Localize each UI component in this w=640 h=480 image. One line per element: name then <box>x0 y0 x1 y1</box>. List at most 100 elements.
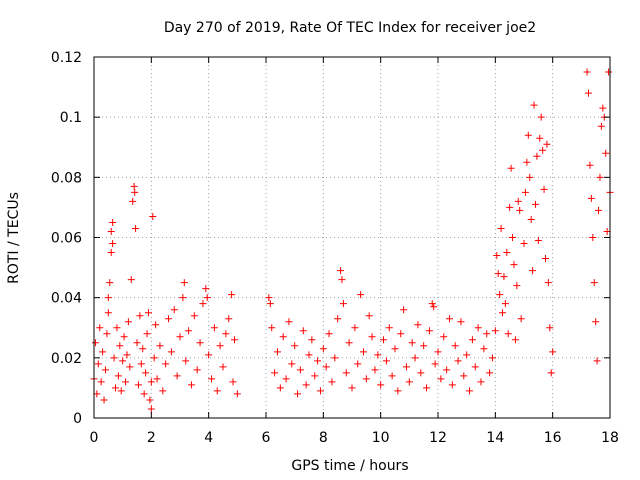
data-point <box>107 249 115 257</box>
data-point <box>374 351 382 359</box>
data-point <box>101 366 109 374</box>
data-point <box>466 387 474 395</box>
data-point <box>110 354 118 362</box>
data-point <box>225 315 233 323</box>
data-point <box>362 375 370 383</box>
y-tick-label: 0 <box>73 411 82 427</box>
data-point <box>216 342 224 350</box>
data-point <box>454 357 462 365</box>
data-points <box>90 68 614 413</box>
data-point <box>430 303 438 311</box>
data-point <box>494 270 502 278</box>
data-point <box>587 194 595 202</box>
y-tick-label: 0.02 <box>51 351 82 367</box>
data-point <box>325 330 333 338</box>
data-point <box>420 342 428 350</box>
data-point <box>365 312 373 320</box>
x-tick-label: 12 <box>429 430 447 446</box>
data-point <box>504 330 512 338</box>
data-point <box>463 351 471 359</box>
data-point <box>517 315 525 323</box>
x-tick-label: 10 <box>372 430 390 446</box>
data-point <box>139 345 147 353</box>
data-point <box>180 279 188 287</box>
data-point <box>540 185 548 193</box>
data-point <box>165 315 173 323</box>
x-tick-label: 6 <box>262 430 271 446</box>
data-point <box>276 384 284 392</box>
data-point <box>480 345 488 353</box>
data-point <box>497 224 505 232</box>
data-point <box>402 363 410 371</box>
data-point <box>457 318 465 326</box>
x-tick-label: 8 <box>319 430 328 446</box>
data-point <box>126 363 134 371</box>
data-point <box>603 227 611 235</box>
data-point <box>405 378 413 386</box>
data-point <box>597 122 605 130</box>
data-point <box>185 327 193 335</box>
data-point <box>202 285 210 293</box>
data-point <box>299 327 307 335</box>
data-point <box>103 330 111 338</box>
data-point <box>589 234 597 241</box>
data-point <box>308 336 316 344</box>
data-point <box>388 372 396 380</box>
data-point <box>523 158 531 166</box>
data-point <box>428 300 436 308</box>
data-point <box>382 357 390 365</box>
data-point <box>385 324 393 332</box>
data-point <box>114 372 122 380</box>
data-point <box>127 276 135 284</box>
data-point <box>501 300 509 308</box>
data-point <box>143 330 151 338</box>
data-point <box>119 357 127 365</box>
chart-title: Day 270 of 2019, Rate Of TEC Index for r… <box>164 20 536 36</box>
data-point <box>97 378 105 386</box>
data-point <box>120 333 128 341</box>
data-point <box>91 339 99 347</box>
data-point <box>368 333 376 341</box>
grid <box>94 57 610 418</box>
data-point <box>391 345 399 353</box>
data-point <box>149 212 157 220</box>
data-point <box>408 339 416 347</box>
data-point <box>511 336 519 344</box>
data-point <box>496 291 504 299</box>
data-point <box>468 336 476 344</box>
data-point <box>150 354 158 362</box>
plot-frame <box>93 56 611 419</box>
data-point <box>483 330 491 338</box>
data-point <box>156 342 164 350</box>
data-point <box>544 279 552 287</box>
data-point <box>116 342 124 350</box>
data-point <box>509 234 517 241</box>
data-point <box>266 300 274 308</box>
data-point <box>583 68 591 76</box>
data-point <box>599 104 607 112</box>
data-point <box>271 369 279 377</box>
data-point <box>99 348 107 356</box>
data-point <box>431 360 439 368</box>
data-point <box>536 134 544 142</box>
data-point <box>543 140 551 148</box>
data-point <box>122 378 130 386</box>
data-point <box>425 327 433 335</box>
data-point <box>112 384 119 392</box>
data-point <box>537 113 545 121</box>
data-point <box>109 240 117 248</box>
data-point <box>602 149 610 157</box>
data-point <box>288 360 296 368</box>
data-point <box>546 324 554 332</box>
data-point <box>445 315 453 323</box>
data-point <box>196 339 204 347</box>
data-point <box>133 339 141 347</box>
data-point <box>140 390 148 398</box>
data-point <box>448 381 456 389</box>
data-point <box>328 378 336 386</box>
data-point <box>147 405 155 413</box>
data-point <box>190 312 198 320</box>
axis-ticks: 0 2 4 6 8 10 12 14 16 18 0 0.02 0.04 0.06 0.08 0.1 0.12 <box>51 50 619 446</box>
data-point <box>414 321 422 329</box>
y-axis-label: ROTI / TECUs <box>6 192 22 284</box>
